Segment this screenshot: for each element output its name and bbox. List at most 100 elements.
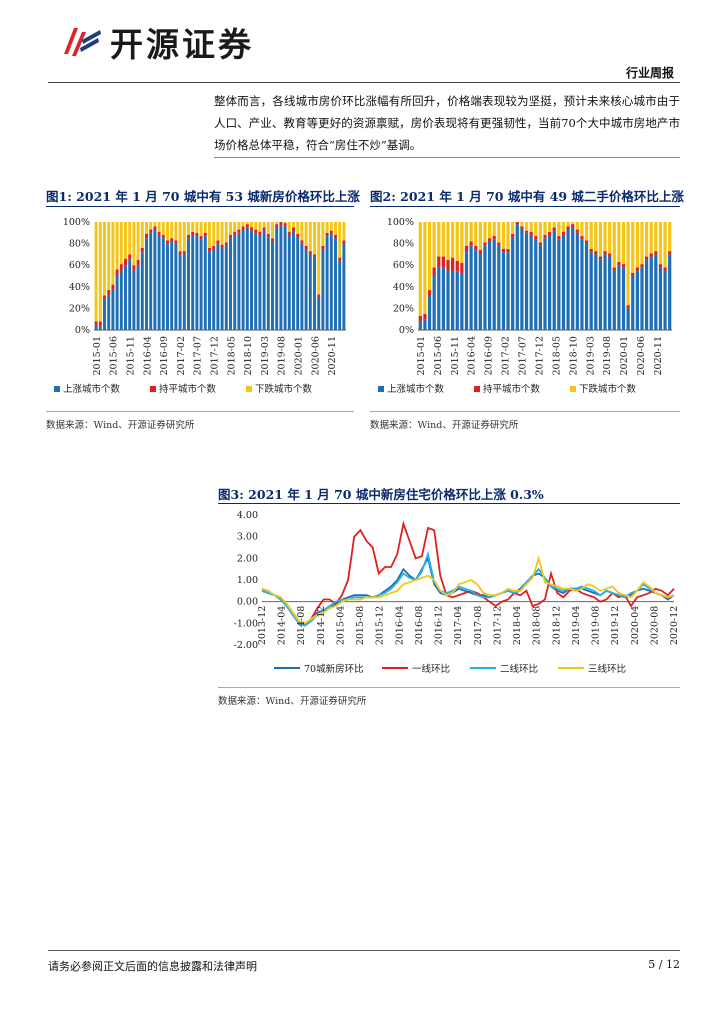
fig1-ytick-label: 40% bbox=[69, 282, 90, 293]
fig1-bar-flat bbox=[94, 321, 98, 325]
fig2-xtick-label: 2015-01 bbox=[416, 336, 427, 375]
fig2-bar-up bbox=[649, 256, 653, 330]
fig3-legend-label: 一线环比 bbox=[412, 663, 450, 675]
fig1-bar-up bbox=[161, 238, 165, 330]
fig3-ytick-label: 1.00 bbox=[237, 575, 258, 586]
fig2-bar-flat bbox=[621, 264, 626, 268]
fig2-bar-down bbox=[640, 222, 644, 265]
fig1-bar-up bbox=[292, 230, 295, 330]
fig2-bar-down bbox=[594, 222, 598, 252]
fig1-bar-down bbox=[237, 222, 241, 230]
fig2-bar-down bbox=[654, 222, 658, 252]
fig1-bar-flat bbox=[166, 240, 169, 244]
fig1-bar-down bbox=[271, 222, 274, 239]
fig3-xtick-label: 2016-08 bbox=[414, 606, 425, 645]
fig2-bar-down bbox=[492, 222, 496, 237]
fig1-bar-down bbox=[132, 222, 136, 266]
fig1-bar-flat bbox=[321, 245, 325, 249]
fig1-bar-down bbox=[128, 222, 132, 255]
brand-logo: 开源证券 bbox=[60, 18, 254, 66]
footer-disclaimer: 请务必参阅正文后面的信息披露和法律声明 bbox=[48, 960, 257, 973]
fig1-bar-up bbox=[174, 243, 178, 330]
fig2-bar-down bbox=[464, 222, 469, 246]
fig1-bar-flat bbox=[216, 240, 220, 244]
fig2-bar-down bbox=[446, 222, 450, 260]
fig2-ytick-label: 80% bbox=[393, 239, 414, 250]
fig1-bar-down bbox=[224, 222, 228, 243]
fig2-bar-up bbox=[455, 271, 459, 330]
fig2-bar-up bbox=[524, 232, 529, 330]
fig2-bar-flat bbox=[580, 236, 584, 240]
fig2-bar-flat bbox=[584, 240, 589, 244]
fig1-xtick-label: 2015-11 bbox=[125, 336, 136, 375]
fig1-bar-flat bbox=[329, 230, 333, 234]
fig2-bar-up bbox=[663, 270, 667, 330]
fig3-xtick-label: 2017-08 bbox=[473, 606, 484, 645]
fig1-bar-flat bbox=[195, 232, 199, 237]
fig2-bar-up bbox=[534, 239, 538, 330]
fig1-xtick-label: 2017-12 bbox=[209, 336, 220, 375]
fig1-xtick-label: 2017-02 bbox=[176, 336, 187, 375]
fig2-bar-up bbox=[575, 232, 579, 330]
fig1-ytick-label: 60% bbox=[69, 260, 90, 271]
fig2-bar-up bbox=[437, 267, 441, 330]
kaiyuan-logo-icon bbox=[64, 28, 101, 56]
fig1-bar-down bbox=[174, 222, 178, 241]
fig1-bar-down bbox=[161, 222, 165, 235]
fig2-xtick-label: 2015-06 bbox=[433, 336, 444, 375]
fig3-ytick-label: 0.00 bbox=[237, 597, 258, 608]
fig1-legend-swatch bbox=[54, 386, 60, 392]
fig1-bar-flat bbox=[266, 233, 270, 238]
fig2-bar-up bbox=[598, 259, 603, 330]
fig2-xtick-label: 2018-05 bbox=[551, 336, 562, 375]
fig2-bar-up bbox=[460, 273, 464, 330]
fig2-bar-flat bbox=[538, 242, 542, 246]
fig3-xtick-label: 2013-12 bbox=[257, 606, 268, 645]
fig1-bar-flat bbox=[140, 247, 144, 253]
fig2-bar-down bbox=[589, 222, 593, 249]
fig1-bar-down bbox=[321, 222, 325, 246]
fig2-xtick-label: 2019-03 bbox=[585, 336, 596, 375]
fig1-bar-up bbox=[178, 254, 182, 330]
fig1-xtick-label: 2015-01 bbox=[92, 336, 103, 375]
fig2-bar-flat bbox=[612, 267, 616, 271]
body-paragraph: 整体而言，各线城市房价环比涨幅有所回升，价格端表现较为坚挺，预计未来核心城市由于… bbox=[214, 94, 680, 152]
fig2-bar-up bbox=[626, 308, 630, 330]
fig2-bar-up bbox=[635, 270, 639, 330]
fig1-bar-up bbox=[287, 234, 291, 330]
fig1-bar-down bbox=[145, 222, 148, 234]
fig1-bar-down bbox=[300, 222, 304, 241]
fig2-bar-flat bbox=[520, 226, 524, 229]
fig1-bar-flat bbox=[115, 269, 119, 276]
fig1-xtick-label: 2017-07 bbox=[193, 336, 204, 375]
fig2-bar-flat bbox=[446, 259, 450, 271]
fig2-bar-up bbox=[621, 267, 626, 330]
fig2-bar-flat bbox=[617, 261, 621, 266]
fig2-bar-down bbox=[557, 222, 561, 237]
fig1-bar-down bbox=[212, 222, 216, 246]
fig2-bar-flat bbox=[557, 236, 561, 240]
fig1-bar-down bbox=[304, 222, 308, 246]
fig3-ytick-label: -1.00 bbox=[234, 618, 258, 629]
fig1-bar-up bbox=[229, 238, 232, 330]
fig1-bar-up bbox=[266, 237, 270, 330]
page-header: 开源证券 行业周报 bbox=[48, 0, 680, 84]
fig1-bar-down bbox=[292, 222, 295, 228]
fig2-bar-up bbox=[608, 256, 612, 330]
fig2-bar-flat bbox=[483, 242, 487, 246]
fig1-bar-up bbox=[182, 254, 186, 330]
fig1-legend-label: 上涨城市个数 bbox=[63, 383, 121, 395]
fig2-ytick-label: 40% bbox=[393, 282, 414, 293]
fig1-bar-up bbox=[283, 226, 287, 330]
fig3-xtick-label: 2014-12 bbox=[316, 606, 327, 645]
fig2-bar-up bbox=[538, 245, 542, 330]
fig1-bar-up bbox=[212, 249, 216, 330]
fig1-legend-swatch bbox=[150, 386, 156, 392]
figure-3-label: 图3: bbox=[218, 487, 244, 502]
fig1-bar-flat bbox=[254, 229, 258, 233]
fig1-xtick-label: 2019-03 bbox=[260, 336, 271, 375]
fig1-legend-label: 持平城市个数 bbox=[159, 383, 217, 395]
fig1-bar-up bbox=[329, 233, 333, 330]
fig2-bar-flat bbox=[561, 231, 566, 235]
fig1-bar-down bbox=[98, 222, 102, 322]
